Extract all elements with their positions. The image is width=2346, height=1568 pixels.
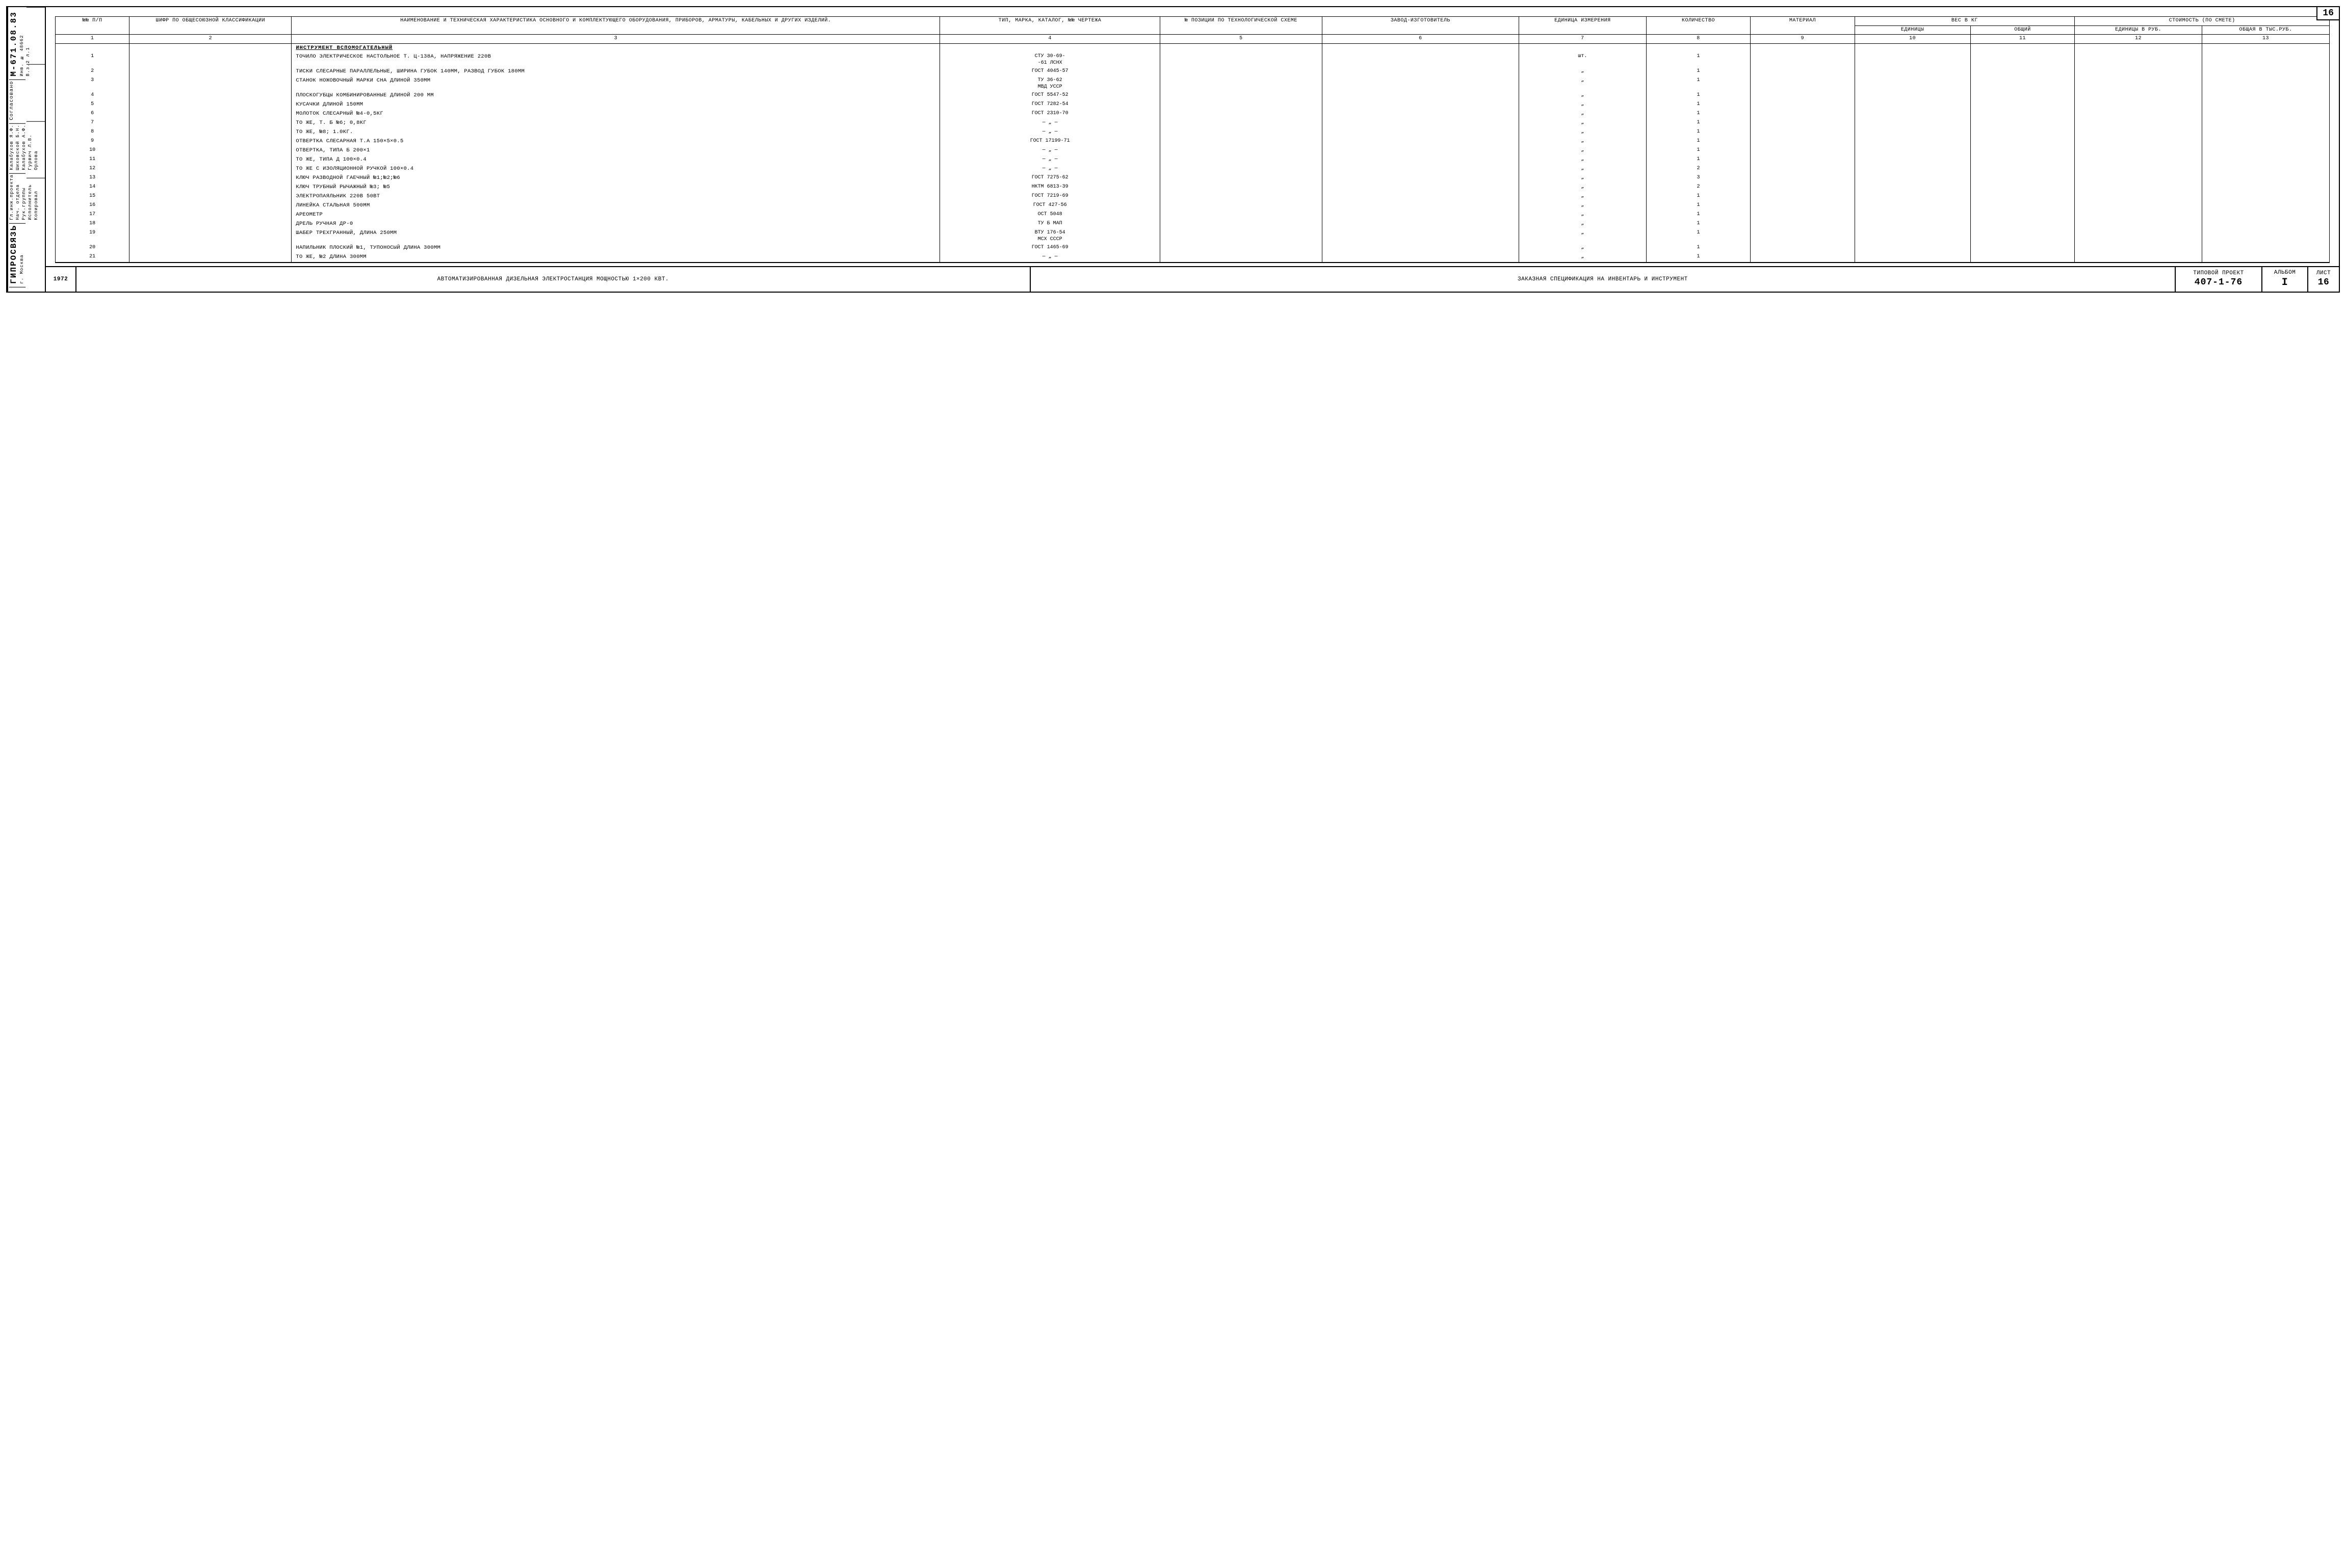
org-name: ГИПРОСВЯЗЬ xyxy=(9,225,18,284)
table-row: 12То же с изоляционной ручкой 100×0.4— „… xyxy=(56,165,2330,174)
table-row: 17АреометрОСТ 5048„1 xyxy=(56,211,2330,220)
table-row: 1Точило электрическое настольное т. Ц-13… xyxy=(56,53,2330,67)
table-row: 16Линейка стальная 500ммГОСТ 427-56„1 xyxy=(56,201,2330,211)
table-row: 8То же, №8; 1.0кг.— „ —„1 xyxy=(56,128,2330,137)
main-area: №№ п/п Шифр по общесоюз­ной класси­фикац… xyxy=(46,7,2339,292)
tb-project: Типовой проект 407-1-76 xyxy=(2176,267,2262,292)
title-block: 1972 Автоматизированная дизельная электр… xyxy=(46,266,2339,292)
table-row: 13Ключ разводной гаечный №1;№2;№6ГОСТ 72… xyxy=(56,174,2330,183)
left-spine-inner xyxy=(27,7,46,292)
table-row: 20Напильник плоский №1, тупоносый длина … xyxy=(56,244,2330,253)
org-city: г. Москва xyxy=(19,225,24,284)
table-row: 9Отвертка слесарная т.А 150×5×0.5ГОСТ 17… xyxy=(56,137,2330,146)
table-header: №№ п/п Шифр по общесоюз­ной класси­фикац… xyxy=(56,17,2330,44)
table-row: 19Шабер трехгранный, длина 250ммВТУ 176-… xyxy=(56,229,2330,244)
table-row: 5Кусачки длиной 150ммГОСТ 7282-54„1 xyxy=(56,100,2330,110)
table-row: 3Станок ножовочный марки СНА длиной 350м… xyxy=(56,76,2330,91)
table-row: 14Ключ трубный рычажный №3; №5НКТМ 6813-… xyxy=(56,183,2330,192)
left-spine-outer: ГИПРОСВЯЗЬ г. Москва Гл.инж.проекта Нач.… xyxy=(7,7,27,292)
table-row: 6Молоток слесарный №4-0,5кгГОСТ 2310-70„… xyxy=(56,110,2330,119)
table-row: 10Отвертка, типа Б 200×1— „ —„1 xyxy=(56,146,2330,155)
tb-album: Альбом I xyxy=(2262,267,2308,292)
table-row: 18Дрель ручная ДР-0ТУ Б МАП„1 xyxy=(56,220,2330,229)
table-row: 21То же, №2 длина 300мм— „ —„1 xyxy=(56,253,2330,262)
spec-table: №№ п/п Шифр по общесоюз­ной класси­фикац… xyxy=(55,16,2330,263)
table-row: 7То же, т. Б №6; 0,8кг— „ —„1 xyxy=(56,119,2330,128)
drawing-sheet: 16 ГИПРОСВЯЗЬ г. Москва Гл.инж.проекта Н… xyxy=(6,6,2340,293)
table-row: 4Плоскогубцы комбинированные длиной 200 … xyxy=(56,91,2330,100)
table-row: 15Электропаяльник 220В 50ВтГОСТ 7219-69„… xyxy=(56,192,2330,201)
tb-left: Автоматизированная дизельная электростан… xyxy=(76,267,1031,292)
table-row: 11То же, типа Д 100×0.4— „ —„1 xyxy=(56,155,2330,165)
col-number-row: 1 2 3 4 5 6 7 8 9 10 11 12 13 xyxy=(56,35,2330,44)
tb-center: Заказная спецификация на инвентарь и инс… xyxy=(1031,267,2176,292)
page-number-corner: 16 xyxy=(2316,6,2340,20)
tb-year: 1972 xyxy=(46,267,76,292)
table-row: 2Тиски слесарные параллельные, ширина гу… xyxy=(56,67,2330,76)
table-body: Инструмент вспомогательный1Точило электр… xyxy=(56,43,2330,263)
tb-sheet: Лист 16 xyxy=(2308,267,2339,292)
